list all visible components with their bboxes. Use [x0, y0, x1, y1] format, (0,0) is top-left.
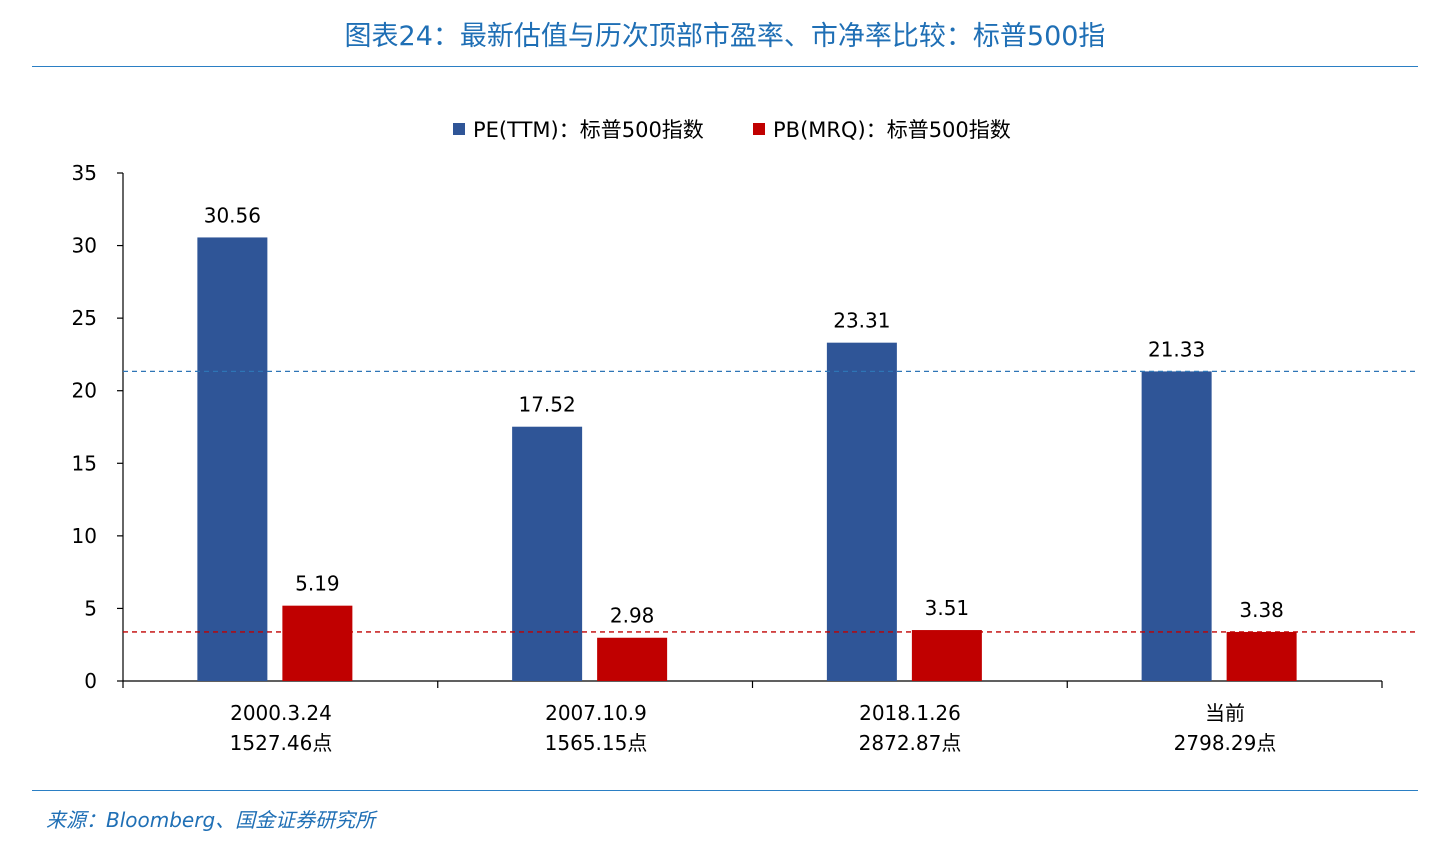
x-category-1: 2007.10.9 1565.15点: [496, 698, 696, 758]
y-tick-label: 5: [84, 596, 97, 620]
page-title: 图表24：最新估值与历次顶部市盈率、市净率比较：标普500指: [344, 21, 1106, 52]
y-tick-label: 25: [72, 306, 97, 330]
x-category-label: 2018.1.26: [859, 701, 961, 725]
x-category-sublabel: 2798.29点: [1173, 731, 1277, 755]
bar-pe: [512, 426, 583, 681]
x-category-2: 2018.1.26 2872.87点: [810, 698, 1010, 758]
bar-pb: [597, 637, 668, 681]
legend-item-pb: PB(MRQ)：标普500指数: [753, 114, 1011, 144]
bar-chart: 0 5 10 15 20 25 30 35 30.56 5.19 17.52 2.98 23.31 3.5…: [72, 161, 1418, 693]
footer-divider: [32, 790, 1418, 791]
y-tick-label: 35: [72, 161, 97, 185]
x-category-sublabel: 2872.87点: [858, 731, 962, 755]
x-category-sublabel: 1527.46点: [229, 731, 333, 755]
data-label-pb: 3.38: [1239, 598, 1284, 622]
bar-pe: [1141, 371, 1212, 681]
data-label-pe: 17.52: [518, 393, 575, 417]
y-tick-label: 10: [72, 524, 97, 548]
legend-label-pe: PE(TTM)：标普500指数: [473, 118, 704, 142]
data-label-pe: 23.31: [833, 309, 890, 333]
data-label-pe: 21.33: [1148, 337, 1205, 361]
data-label-pb: 2.98: [610, 604, 655, 628]
y-tick-label: 20: [72, 379, 97, 403]
x-category-label: 2007.10.9: [545, 701, 647, 725]
legend-swatch-pb: [753, 123, 765, 135]
legend-swatch-pe: [453, 123, 465, 135]
x-category-sublabel: 1565.15点: [544, 731, 648, 755]
x-category-3: 当前 2798.29点: [1125, 698, 1325, 758]
data-label-pb: 3.51: [925, 596, 970, 620]
source-note: 来源：Bloomberg、国金证券研究所: [46, 808, 376, 832]
data-label-pb: 5.19: [295, 572, 340, 596]
bar-pb: [911, 630, 982, 681]
legend-label-pb: PB(MRQ)：标普500指数: [773, 118, 1011, 142]
y-tick-label: 0: [84, 669, 97, 693]
bar-pb: [282, 605, 353, 681]
bar-pb: [1226, 631, 1297, 681]
x-category-label: 当前: [1205, 701, 1245, 725]
bar-pe: [826, 342, 897, 681]
legend-item-pe: PE(TTM)：标普500指数: [453, 114, 704, 144]
y-tick-label: 15: [72, 451, 97, 475]
y-tick-label: 30: [72, 234, 97, 258]
x-category-0: 2000.3.24 1527.46点: [181, 698, 381, 758]
data-label-pe: 30.56: [204, 203, 261, 227]
bar-pe: [197, 237, 268, 682]
x-category-label: 2000.3.24: [230, 701, 332, 725]
title-divider: [32, 66, 1418, 67]
